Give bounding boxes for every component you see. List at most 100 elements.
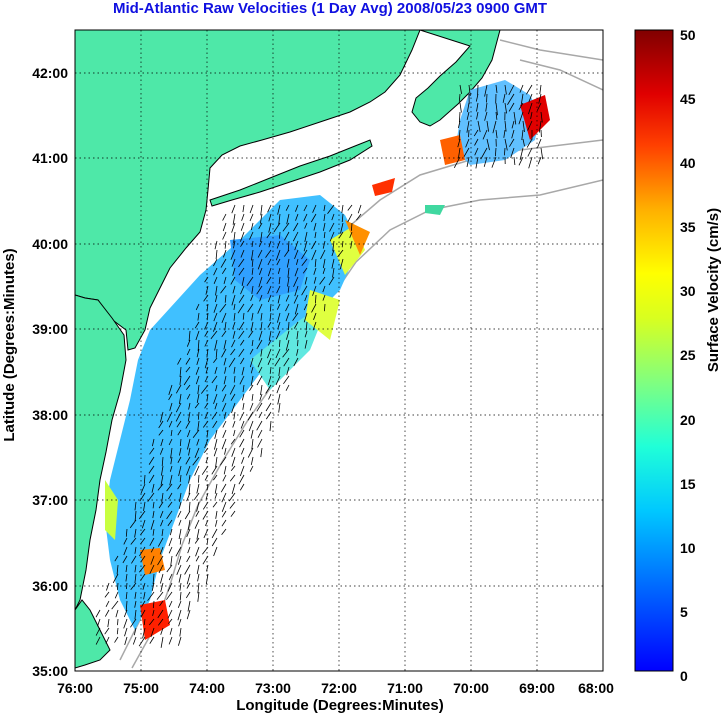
velocity-arrow [210, 330, 218, 340]
velocity-arrow [167, 582, 173, 592]
velocity-arrow [301, 258, 308, 267]
velocity-arrow [221, 492, 227, 503]
velocity-arrow [492, 120, 497, 134]
velocity-arrow [275, 348, 281, 359]
velocity-arrow [304, 222, 308, 229]
velocity-arrow [214, 339, 218, 351]
velocity-arrow [204, 375, 209, 383]
velocity-arrow [211, 411, 218, 420]
velocity-arrow [285, 339, 290, 351]
velocity-arrow [278, 276, 281, 285]
velocity-arrow [287, 240, 290, 251]
velocity-arrow [187, 438, 191, 450]
velocity-arrow [188, 537, 191, 545]
velocity-arrow [233, 375, 236, 383]
velocity-arrow [347, 213, 353, 223]
x-tick-label: 70:00 [453, 680, 489, 696]
velocity-arrow [331, 258, 335, 269]
velocity-arrow [186, 393, 191, 400]
velocity-arrow [486, 93, 488, 103]
velocity-arrow [168, 600, 173, 608]
velocity-arrow [132, 636, 137, 645]
colorbar-tick-label: 0 [680, 668, 688, 684]
velocity-arrow [141, 600, 146, 607]
velocity-arrow [177, 456, 182, 463]
velocity-arrow [186, 492, 191, 502]
velocity-arrow [332, 240, 335, 252]
y-tick-label: 37:00 [32, 492, 68, 508]
velocity-arrow [240, 222, 245, 231]
velocity-arrow [267, 204, 272, 213]
velocity-arrow [268, 393, 272, 400]
velocity-arrow [238, 294, 245, 303]
velocity-arrow [223, 411, 227, 419]
velocity-arrow [242, 384, 245, 393]
velocity-arrow [495, 84, 498, 93]
velocity-arrow [324, 303, 326, 312]
velocity-arrow [95, 636, 101, 645]
velocity-arrow [231, 456, 236, 467]
velocity-arrow [221, 330, 227, 338]
velocity-arrow [215, 285, 218, 296]
velocity-arrow [188, 447, 191, 456]
velocity-arrow [233, 303, 236, 310]
velocity-arrow [267, 348, 272, 359]
velocity-arrow [242, 312, 245, 320]
land-outer-banks [75, 599, 111, 669]
velocity-arrow [292, 231, 299, 242]
velocity-arrow [232, 267, 236, 276]
velocity-arrow [188, 474, 191, 484]
velocity-arrow [520, 93, 524, 105]
velocity-arrow [196, 483, 200, 494]
velocity-arrow [143, 591, 146, 600]
velocity-arrow [312, 204, 317, 213]
velocity-arrow [259, 213, 263, 224]
velocity-arrow [230, 510, 236, 517]
velocity-arrow [258, 276, 263, 288]
velocity-arrow [140, 483, 146, 494]
velocity-arrow [249, 402, 254, 411]
velocity-arrow [178, 519, 182, 526]
velocity-arrow [311, 303, 317, 313]
velocity-arrow [265, 249, 272, 258]
velocity-arrow [178, 555, 182, 565]
velocity-arrow [296, 258, 299, 266]
velocity-arrow [215, 294, 218, 303]
velocity-arrow [275, 249, 281, 261]
velocity-arrow [195, 330, 200, 341]
velocity-arrow [527, 120, 533, 131]
velocity-arrow [223, 357, 227, 366]
velocity-arrow [183, 375, 191, 386]
velocity-arrow [331, 213, 335, 221]
velocity-arrow [229, 474, 236, 482]
velocity-arrow [157, 609, 164, 619]
velocity-arrow [157, 618, 164, 626]
velocity-arrow [149, 537, 155, 546]
velocity-arrow [221, 519, 227, 527]
velocity-arrow [179, 366, 182, 377]
velocity-arrow [168, 618, 173, 625]
velocity-arrow [187, 429, 191, 438]
velocity-arrow [231, 222, 236, 233]
velocity-arrow [521, 129, 524, 141]
velocity-arrow [530, 111, 533, 120]
velocity-arrow [197, 420, 200, 431]
velocity-arrow [249, 384, 254, 391]
velocity-arrow [196, 393, 200, 403]
velocity-arrow [260, 321, 263, 331]
velocity-arrow [458, 120, 461, 129]
velocity-arrow [126, 582, 128, 590]
velocity-arrow [223, 375, 227, 385]
velocity-arrow [518, 102, 524, 111]
velocity-arrow [322, 294, 326, 301]
velocity-arrow [502, 93, 506, 103]
velocity-arrow [319, 276, 326, 285]
velocity-arrow [177, 483, 182, 490]
velocity-arrow [238, 258, 245, 268]
velocity-arrow [504, 138, 508, 151]
land-long-island [209, 139, 373, 207]
velocity-arrow [222, 393, 227, 403]
velocity-arrow [222, 222, 227, 232]
velocity-arrow [106, 582, 110, 591]
velocity-arrow [215, 249, 218, 260]
